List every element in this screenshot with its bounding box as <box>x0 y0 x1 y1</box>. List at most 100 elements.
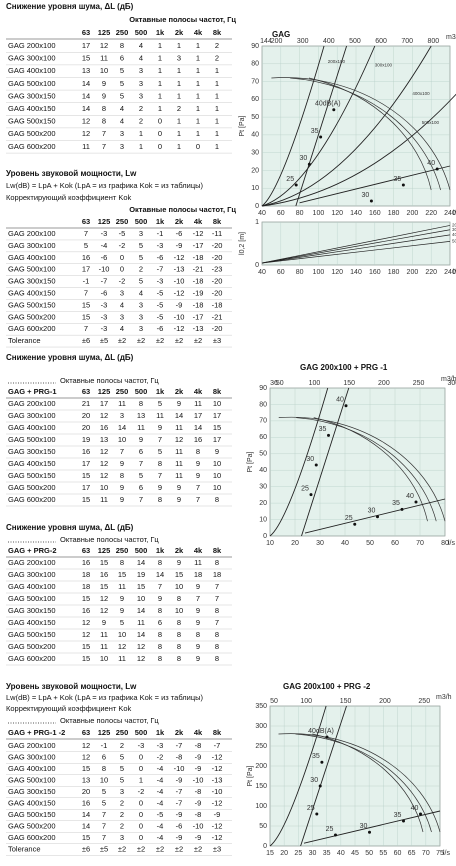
cell: -11 <box>212 229 222 238</box>
top-tick-label: 250 <box>413 380 425 387</box>
cell: 1 <box>177 66 181 75</box>
cell: -5 <box>157 810 164 819</box>
cell: 3 <box>120 312 124 321</box>
curve <box>269 387 329 537</box>
curve <box>301 387 350 537</box>
cell: 8 <box>139 399 143 408</box>
cell: -10 <box>193 821 204 830</box>
section-title: Уровень звуковой мощности, Lw <box>6 682 137 691</box>
cell: 8 <box>196 630 200 639</box>
y-tick-label: 10 <box>251 185 259 192</box>
cell: ±2 <box>175 336 183 345</box>
cell: -3 <box>157 277 164 286</box>
y-tick-label: 0 <box>255 262 259 269</box>
curve <box>278 416 446 522</box>
cell: 15 <box>82 312 90 321</box>
cell: -9 <box>176 775 183 784</box>
section-title: Снижение уровня шума, ΔL (дБ) <box>6 353 134 362</box>
row-name: GAG 300x100 <box>8 241 56 250</box>
cell: 9 <box>120 483 124 492</box>
cell: 6 <box>139 483 143 492</box>
cell: 15 <box>82 471 90 480</box>
cell: 5 <box>139 471 143 480</box>
y-tick-label: 300 <box>255 723 267 730</box>
cell: -7 <box>176 798 183 807</box>
cell: -13 <box>193 324 204 333</box>
curve <box>261 93 456 207</box>
cell: 2 <box>215 54 219 63</box>
curve-name: 500x100 <box>422 120 440 125</box>
col-head: 63 <box>82 546 90 555</box>
row-name: GAG 300x100 <box>8 54 56 63</box>
row-name: GAG 300x150 <box>8 91 56 100</box>
cell: -8 <box>195 787 202 796</box>
cell: 5 <box>120 752 124 761</box>
y-tick-label: 80 <box>251 61 259 68</box>
curve-label: 40dB(A) <box>315 101 341 108</box>
row-name: GAG 500x150 <box>8 117 56 126</box>
cell: 17 <box>213 411 221 420</box>
cell: 1 <box>215 142 219 151</box>
section-title: Снижение уровня шума, ΔL (дБ) <box>6 523 134 532</box>
row-name: GAG 500x200 <box>8 821 56 830</box>
cell: 9 <box>196 459 200 468</box>
cell: 3 <box>139 312 143 321</box>
y-tick-label: 10 <box>259 516 267 523</box>
cell: 5 <box>120 764 124 773</box>
cell: 7 <box>102 833 106 842</box>
cell: 8 <box>177 594 181 603</box>
curve-name: 200x100 <box>452 223 456 228</box>
dot <box>369 199 373 203</box>
cell: 14 <box>156 570 164 579</box>
x-tick-label: 60 <box>391 540 399 547</box>
cell: 15 <box>82 594 90 603</box>
x-tick-label: 55 <box>379 850 387 857</box>
x-tick-label: 65 <box>408 850 416 857</box>
cell: -9 <box>214 810 221 819</box>
y-label: l0,2 [m] <box>239 232 246 255</box>
cell: 7 <box>102 821 106 830</box>
cell: 8 <box>102 764 106 773</box>
top-tick-label: 50 <box>270 698 278 705</box>
cell: -9 <box>195 752 202 761</box>
cell: 8 <box>158 495 162 504</box>
curve <box>312 733 424 833</box>
cell: 11 <box>100 642 108 651</box>
cell: 9 <box>120 606 124 615</box>
y-tick-label: 150 <box>255 783 267 790</box>
x-tick-label: 45 <box>351 850 359 857</box>
cell: 1 <box>196 91 200 100</box>
cell: 1 <box>177 91 181 100</box>
x-tick-label: 80 <box>441 540 449 547</box>
top-tick-label: 200 <box>271 38 283 45</box>
cell: -3 <box>101 312 108 321</box>
curve <box>261 45 325 207</box>
cell: -8 <box>195 810 202 819</box>
cell: -10 <box>174 764 185 773</box>
x-tick-label: 120 <box>331 210 343 217</box>
curve-label: 30 <box>368 508 376 515</box>
cell: 2 <box>215 41 219 50</box>
cell: 14 <box>137 606 145 615</box>
cell: -10 <box>174 277 185 286</box>
curve <box>269 705 327 847</box>
cell: ±2 <box>194 336 202 345</box>
cell: 8 <box>177 630 181 639</box>
cell: 2 <box>139 104 143 113</box>
y-tick-label: 80 <box>259 401 267 408</box>
cell: -12 <box>212 821 223 830</box>
top-unit: m3/h <box>441 376 456 383</box>
cell: -3 <box>101 300 108 309</box>
dot <box>344 404 348 408</box>
curve-label: 30 <box>306 456 314 463</box>
row-name: GAG 400x150 <box>8 459 56 468</box>
x-tick-label: 20 <box>280 850 288 857</box>
curve-name: 200x100 <box>328 59 346 64</box>
cell: 12 <box>82 129 90 138</box>
cell: 11 <box>137 423 145 432</box>
cell: 1 <box>196 79 200 88</box>
col-head: 125 <box>98 728 111 737</box>
cell: 11 <box>175 423 183 432</box>
cell: 0 <box>158 142 162 151</box>
cell: -17 <box>193 312 204 321</box>
